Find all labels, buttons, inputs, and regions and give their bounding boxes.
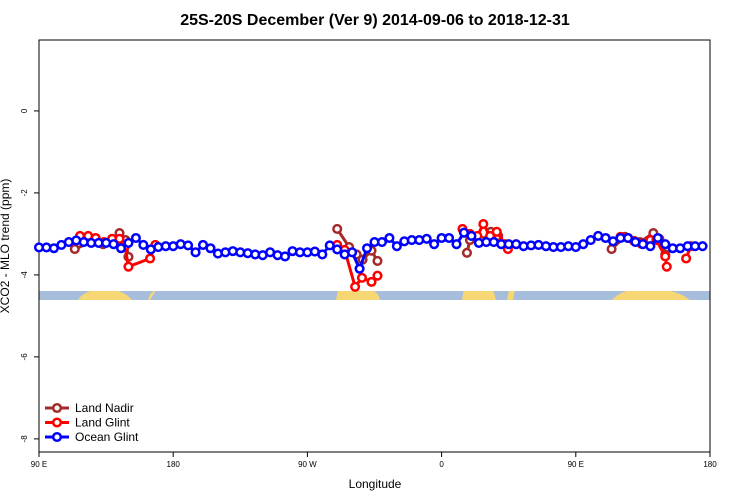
data-point xyxy=(205,243,216,254)
legend-label: Ocean Glint xyxy=(75,430,139,444)
data-point xyxy=(366,276,377,287)
data-point xyxy=(130,232,141,244)
x-axis-label: Longitude xyxy=(349,477,402,491)
land-shape xyxy=(78,291,132,300)
y-tick-label: -2 xyxy=(20,189,29,197)
land-shape xyxy=(336,291,380,300)
data-point xyxy=(123,237,134,248)
data-point xyxy=(324,240,335,251)
data-point xyxy=(421,233,432,244)
data-point xyxy=(332,223,343,235)
data-point xyxy=(491,226,502,237)
data-point xyxy=(622,232,634,244)
data-point xyxy=(108,239,119,250)
x-tick-label: 180 xyxy=(167,460,181,469)
data-point xyxy=(138,239,149,251)
data-point xyxy=(145,253,156,264)
data-point xyxy=(372,255,383,267)
data-point xyxy=(317,249,328,260)
data-point xyxy=(606,244,617,255)
data-point xyxy=(645,241,656,252)
y-tick-label: -6 xyxy=(20,353,29,361)
data-point xyxy=(444,232,455,244)
data-point xyxy=(466,230,477,242)
y-tick-label: -4 xyxy=(20,271,29,279)
data-point xyxy=(585,235,596,246)
data-point xyxy=(183,240,194,251)
chart-title: 25S-20S December (Ver 9) 2014-09-06 to 2… xyxy=(180,12,570,29)
data-point xyxy=(372,270,383,281)
land-ocean-band xyxy=(39,291,710,300)
legend-marker xyxy=(51,402,63,414)
y-axis-label: XCO2 - MLO trend (ppm) xyxy=(0,179,12,314)
data-point xyxy=(429,239,440,250)
data-point xyxy=(123,261,134,272)
land-shape xyxy=(612,291,690,300)
data-point xyxy=(347,247,358,258)
data-point xyxy=(652,232,663,244)
y-tick-label: -8 xyxy=(20,435,29,443)
land-shape xyxy=(507,291,515,300)
legend-marker xyxy=(51,431,63,443)
data-point xyxy=(69,244,80,255)
x-tick-label: 90 E xyxy=(31,460,47,469)
x-tick-label: 90 W xyxy=(298,460,317,469)
data-point xyxy=(461,247,472,258)
data-point xyxy=(350,281,361,292)
data-point xyxy=(356,272,368,283)
data-point xyxy=(279,251,291,262)
data-point xyxy=(660,239,671,250)
data-point xyxy=(190,247,201,258)
x-tick-label: 180 xyxy=(703,460,717,469)
land-shape xyxy=(462,291,496,300)
data-point xyxy=(354,263,365,274)
legend-label: Land Nadir xyxy=(75,401,134,415)
data-point xyxy=(578,239,589,250)
data-point xyxy=(681,253,692,264)
data-point xyxy=(391,241,402,252)
data-point xyxy=(660,251,671,262)
data-point xyxy=(114,233,125,244)
x-tick-label: 90 E xyxy=(568,460,584,469)
land-shape xyxy=(148,291,156,300)
data-point xyxy=(451,239,462,250)
data-point xyxy=(697,241,708,252)
data-point xyxy=(361,243,373,254)
legend-marker xyxy=(51,417,63,428)
legend-label: Land Glint xyxy=(75,416,130,430)
x-tick-label: 0 xyxy=(439,460,444,469)
data-point xyxy=(332,244,343,255)
data-point xyxy=(661,261,672,272)
y-tick-label: 0 xyxy=(20,108,29,113)
data-point xyxy=(115,243,127,254)
data-point xyxy=(384,232,395,244)
data-point xyxy=(478,219,489,230)
data-point xyxy=(376,237,388,248)
